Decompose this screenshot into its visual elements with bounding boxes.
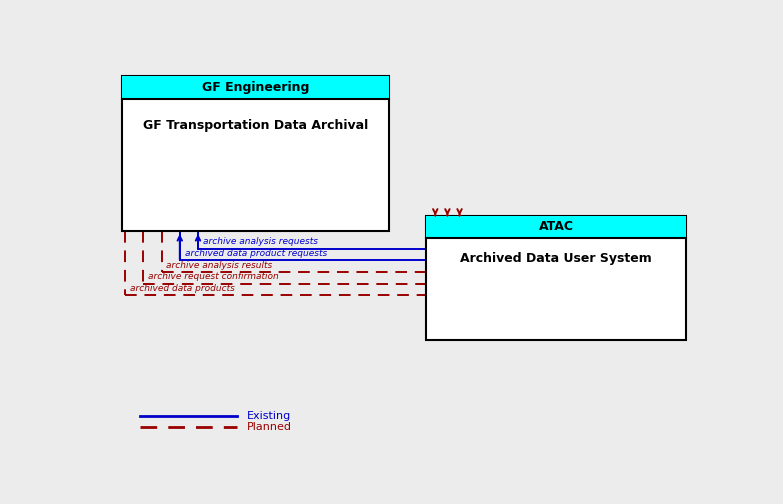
Text: ATAC: ATAC: [539, 220, 573, 233]
Text: archive request confirmation: archive request confirmation: [148, 272, 279, 281]
Text: archived data product requests: archived data product requests: [185, 249, 327, 258]
Text: archive analysis requests: archive analysis requests: [203, 237, 318, 246]
Bar: [122, 76, 389, 231]
Text: Archived Data User System: Archived Data User System: [460, 252, 652, 265]
Text: archived data products: archived data products: [130, 284, 235, 293]
Text: Planned: Planned: [247, 422, 291, 432]
Text: Existing: Existing: [247, 411, 290, 420]
Bar: [426, 216, 687, 340]
Text: archive analysis results: archive analysis results: [167, 261, 272, 270]
Text: GF Transportation Data Archival: GF Transportation Data Archival: [143, 119, 368, 132]
Text: GF Engineering: GF Engineering: [202, 81, 309, 94]
Bar: [426, 216, 687, 238]
Bar: [122, 76, 389, 99]
